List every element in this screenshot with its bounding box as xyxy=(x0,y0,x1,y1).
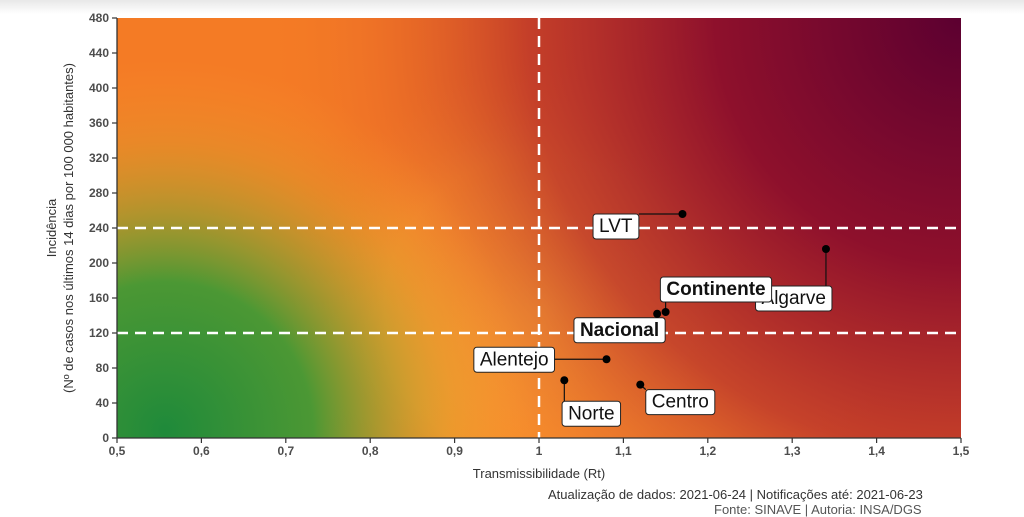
point-group-norte: Norte xyxy=(560,376,622,427)
point-group-algarve: Algarve xyxy=(755,245,833,312)
y-tick-label: 400 xyxy=(89,81,109,95)
y-tick-label: 280 xyxy=(89,186,109,200)
label-box-continente xyxy=(659,276,773,303)
point-marker-alentejo xyxy=(602,355,611,364)
point-marker-algarve xyxy=(821,245,830,253)
y-tick-label: 0 xyxy=(102,431,109,445)
point-group-continente: Continente xyxy=(659,276,773,316)
point-group-nacional: Nacional xyxy=(573,309,666,344)
y-tick-label: 80 xyxy=(96,361,110,375)
axes: 0,5 0,6 0,7 0,8 0,9 1 1,1 1,2 1,3 1,4 1,5 0 40 80 120 1… xyxy=(89,11,970,458)
point-label-lvt: LVT xyxy=(599,216,633,237)
x-tick-label: 1 xyxy=(536,444,543,458)
label-box-lvt xyxy=(592,213,640,240)
x-tick-label: 0,7 xyxy=(277,444,294,458)
point-label-alentejo: Alentejo xyxy=(480,349,549,370)
point-group-centro: Centro xyxy=(636,380,716,416)
point-label-continente: Continente xyxy=(666,279,765,300)
x-tick-label: 0,8 xyxy=(362,444,379,458)
point-label-centro: Centro xyxy=(652,392,709,413)
point-group-lvt: LVT xyxy=(592,210,687,240)
point-marker-norte xyxy=(560,376,569,385)
point-label-nacional: Nacional xyxy=(580,320,659,341)
point-marker-lvt xyxy=(678,210,687,218)
x-tick-label: 0,9 xyxy=(446,444,463,458)
x-axis-title: Transmissibilidade (Rt) xyxy=(473,466,605,481)
x-tick-label: 0,5 xyxy=(109,444,126,458)
y-tick-label: 40 xyxy=(96,396,110,410)
y-tick-label: 440 xyxy=(89,46,109,60)
y-tick-label: 120 xyxy=(89,326,109,340)
y-tick-label: 160 xyxy=(89,291,109,305)
y-tick-label: 240 xyxy=(89,221,109,235)
y-tick-label: 200 xyxy=(89,256,109,270)
point-marker-centro xyxy=(636,380,645,389)
x-tick-label: 1,5 xyxy=(953,444,970,458)
y-tick-label: 320 xyxy=(89,151,109,165)
point-marker-continente xyxy=(661,308,670,316)
point-label-algarve: Algarve xyxy=(762,288,826,309)
point-group-alentejo: Alentejo xyxy=(473,346,611,373)
x-tick-label: 0,6 xyxy=(193,444,210,458)
window-top-bar xyxy=(0,0,1024,14)
footer-update-info: Atualização de dados: 2021-06-24 | Notif… xyxy=(548,487,923,502)
y-axis-title-line2: (Nº de casos nos últimos 14 dias por 100… xyxy=(61,63,76,393)
label-box-nacional xyxy=(573,317,666,344)
y-axis-title-line1: Incidência xyxy=(44,198,59,257)
x-tick-label: 1,3 xyxy=(784,444,801,458)
label-box-centro xyxy=(645,389,716,416)
label-box-norte xyxy=(561,400,622,427)
y-tick-label: 360 xyxy=(89,116,109,130)
x-tick-label: 1,2 xyxy=(699,444,716,458)
x-tick-label: 1,1 xyxy=(615,444,632,458)
point-label-norte: Norte xyxy=(568,403,614,424)
x-tick-label: 1,4 xyxy=(868,444,885,458)
footer-source: Fonte: SINAVE | Autoria: INSA/DGS xyxy=(714,502,922,517)
y-tick-label: 480 xyxy=(89,11,109,25)
point-marker-nacional xyxy=(653,309,662,318)
